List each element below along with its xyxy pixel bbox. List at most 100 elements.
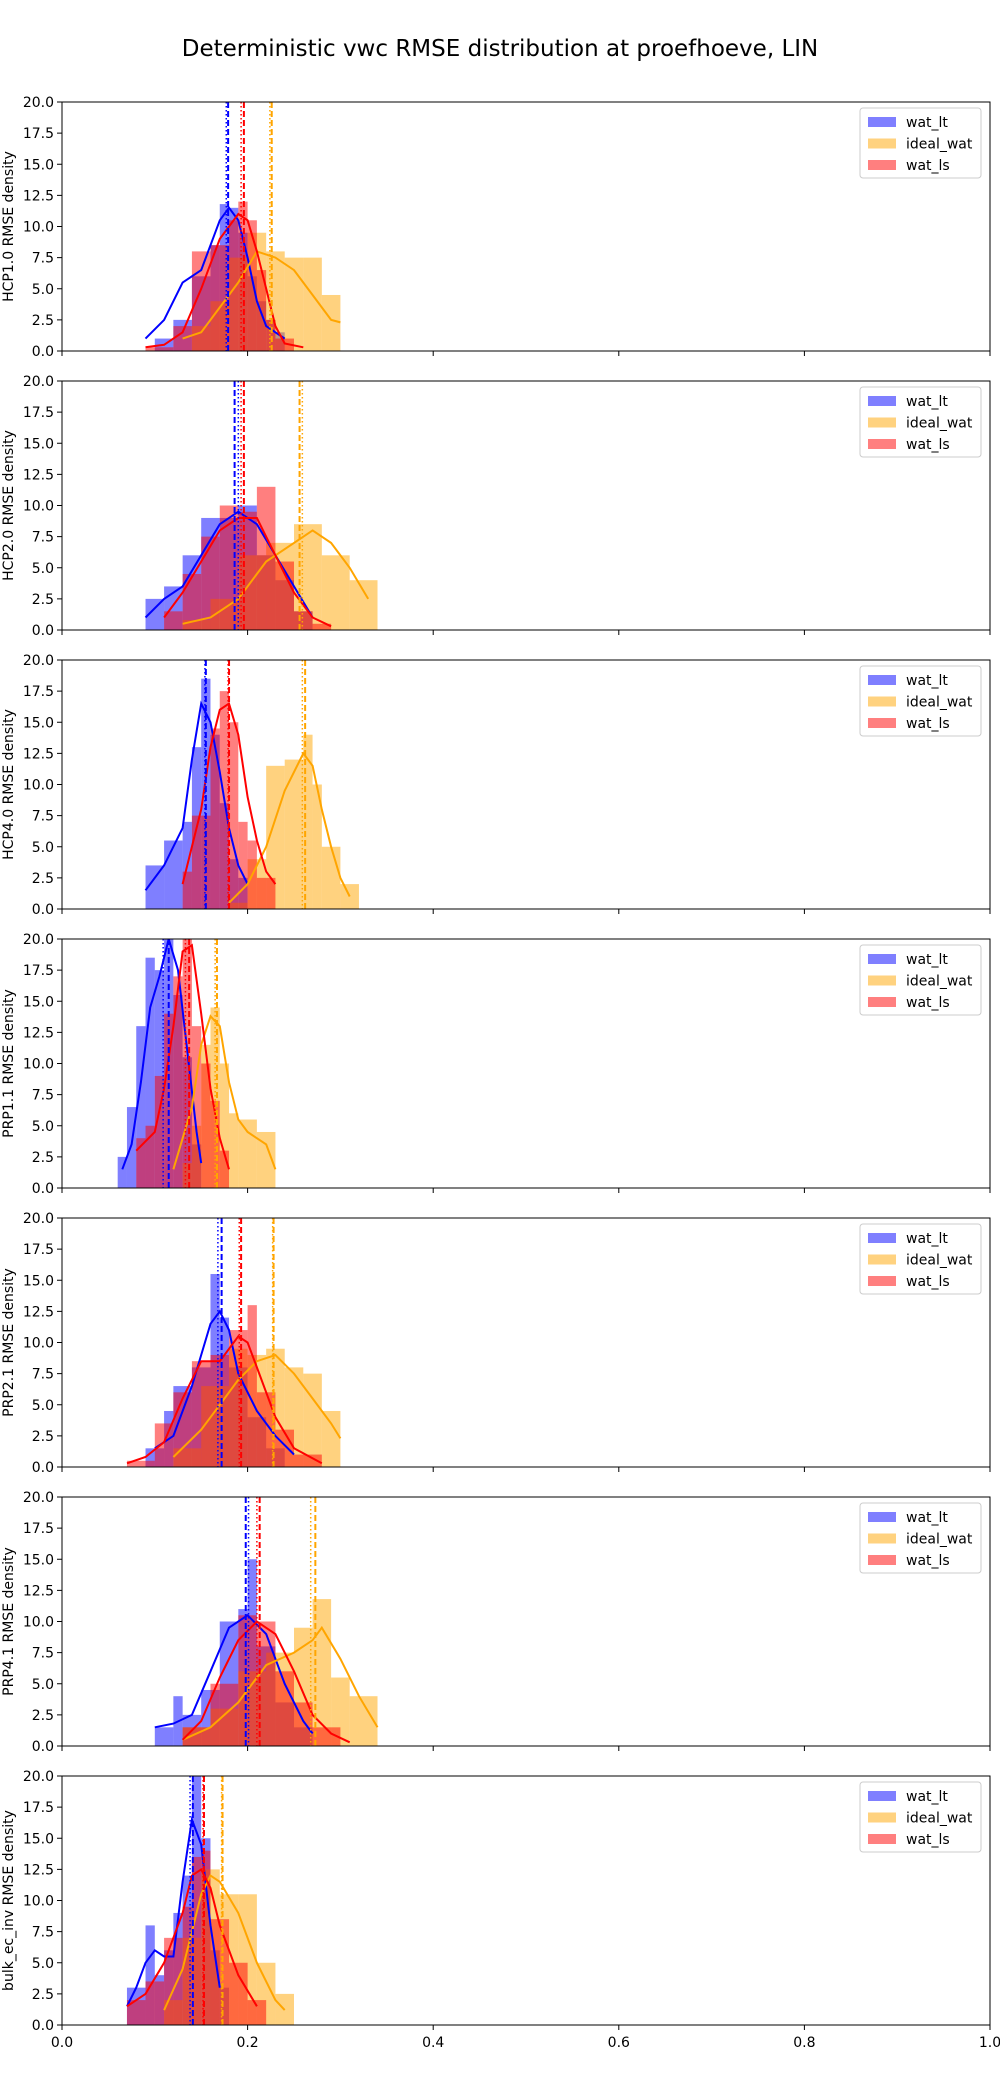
hist-bar-wat_lt [145, 865, 165, 909]
y-tick-label: 5.0 [32, 1677, 54, 1693]
hist-bar-wat_ls [247, 1305, 257, 1467]
hist-bar-wat_ls [229, 1330, 248, 1467]
y-tick-label: 10.0 [23, 1894, 54, 1910]
legend-label: wat_lt [906, 115, 948, 131]
legend-swatch-wat_ls [868, 160, 896, 170]
y-tick-label: 20.0 [23, 653, 54, 669]
y-tick-label: 5.0 [32, 1119, 54, 1135]
legend-label: wat_ls [906, 437, 950, 453]
y-tick-label: 0.0 [32, 2018, 54, 2034]
hist-bar-wat_lt [154, 1727, 174, 1746]
y-tick-label: 12.5 [23, 1304, 54, 1320]
y-tick-label: 12.5 [23, 1862, 54, 1878]
hist-bar-wat_ls [210, 728, 220, 909]
kde-line-ideal_wat [163, 1874, 286, 2011]
y-tick-label: 15.0 [23, 1552, 54, 1568]
y-tick-label: 17.5 [23, 1242, 54, 1258]
y-tick-label: 2.5 [32, 592, 54, 608]
x-tick-label: 1.0 [979, 2035, 1000, 2051]
y-tick-label: 7.5 [32, 1367, 54, 1383]
figure-title: Deterministic vwc RMSE distribution at p… [181, 36, 819, 62]
hist-bar-wat_lt [117, 1156, 127, 1188]
y-tick-label: 15.0 [23, 1273, 54, 1289]
hist-bar-wat_ls [256, 1621, 276, 1746]
y-tick-label: 0.0 [32, 623, 54, 639]
y-tick-label: 20.0 [23, 95, 54, 111]
hist-bar-wat_ls [238, 1615, 257, 1746]
legend-label: wat_ls [906, 1553, 950, 1569]
y-tick-label: 17.5 [23, 1800, 54, 1816]
y-tick-label: 2.5 [32, 1987, 54, 2003]
hist-bar-wat_lt [201, 678, 211, 909]
hist-bar-wat_ls [275, 338, 294, 351]
legend-label: ideal_wat [906, 1253, 973, 1269]
y-tick-label: 12.5 [23, 188, 54, 204]
legend: wat_lt ideal_wat wat_ls [859, 107, 982, 179]
legend-label: ideal_wat [906, 137, 973, 153]
hist-bar-wat_ls [219, 1150, 230, 1188]
y-tick-label: 15.0 [23, 157, 54, 173]
y-axis-label: HCP2.0 RMSE density [1, 430, 17, 581]
x-tick-label: 0.2 [236, 2035, 258, 2051]
y-tick-label: 10.0 [23, 1336, 54, 1352]
legend-swatch-wat_ls [868, 439, 896, 449]
y-tick-label: 2.5 [32, 1150, 54, 1166]
y-tick-label: 20.0 [23, 374, 54, 390]
y-tick-label: 20.0 [23, 1211, 54, 1227]
subplot-4: 0.0 2.5 5.0 7.5 10.0 12.5 15.0 17.5 20.0 PRP1.1 R… [1, 932, 991, 1197]
y-tick-label: 0.0 [32, 1460, 54, 1476]
y-tick-label: 5.0 [32, 282, 54, 298]
y-tick-label: 17.5 [23, 405, 54, 421]
hist-bar-wat_ls [182, 939, 192, 1188]
y-axis-label: HCP1.0 RMSE density [1, 151, 17, 302]
legend-label: wat_lt [906, 952, 948, 968]
plot-area [126, 1218, 342, 1467]
hist-bar-ideal_wat [340, 884, 359, 909]
kde-line-ideal_wat [172, 1353, 342, 1458]
hist-bar-wat_ls [238, 821, 248, 909]
legend-label: wat_ls [906, 1832, 950, 1848]
hist-bar-wat_ls [182, 573, 202, 630]
legend-label: ideal_wat [906, 695, 973, 711]
hist-bar-wat_ls [229, 1962, 248, 2025]
y-tick-label: 2.5 [32, 1429, 54, 1445]
hist-bar-wat_ls [294, 1454, 322, 1467]
y-tick-label: 7.5 [32, 1646, 54, 1662]
hist-bar-wat_ls [247, 2000, 267, 2025]
y-tick-label: 7.5 [32, 1925, 54, 1941]
legend-label: wat_ls [906, 158, 950, 174]
legend-label: ideal_wat [906, 974, 973, 990]
legend-label: wat_lt [906, 1789, 948, 1805]
hist-bar-wat_ls [266, 319, 276, 351]
hist-bar-wat_ls [256, 1392, 276, 1467]
y-tick-label: 7.5 [32, 251, 54, 267]
hist-bar-wat_ls [164, 611, 183, 630]
subplot-1: 0.0 2.5 5.0 7.5 10.0 12.5 15.0 17.5 20.0 HCP1.0 R… [1, 95, 991, 360]
y-tick-label: 20.0 [23, 1769, 54, 1785]
hist-bar-wat_ls [191, 251, 211, 351]
hist-bar-wat_ls [154, 1075, 165, 1188]
y-tick-label: 12.5 [23, 746, 54, 762]
plot-area [117, 939, 277, 1188]
y-tick-label: 12.5 [23, 467, 54, 483]
y-tick-label: 10.0 [23, 220, 54, 236]
legend-swatch-ideal_wat [868, 417, 896, 428]
hist-bar-wat_ls [182, 871, 192, 909]
y-tick-label: 15.0 [23, 715, 54, 731]
legend-label: ideal_wat [906, 1811, 973, 1827]
hist-bar-wat_lt [164, 840, 183, 909]
y-tick-label: 15.0 [23, 994, 54, 1010]
hist-bar-ideal_wat [303, 734, 313, 909]
hist-bar-wat_ls [164, 1937, 183, 2025]
hist-bar-wat_ls [191, 1026, 202, 1188]
hist-bar-wat_lt [145, 957, 155, 1188]
hist-bar-wat_ls [201, 536, 220, 630]
hist-bar-ideal_wat [219, 1063, 230, 1188]
y-tick-label: 10.0 [23, 499, 54, 515]
kde-line-wat_lt [121, 939, 203, 1170]
kde-line-wat_ls [163, 517, 332, 628]
legend-swatch-ideal_wat [868, 1254, 896, 1265]
hist-bar-wat_ls [275, 1429, 294, 1467]
hist-bar-ideal_wat [284, 257, 304, 351]
hist-bar-wat_ls [256, 877, 276, 909]
